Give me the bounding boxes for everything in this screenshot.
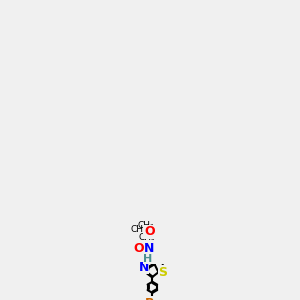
Polygon shape <box>152 256 157 259</box>
Text: Br: Br <box>145 297 160 300</box>
Text: CH₃: CH₃ <box>137 221 154 230</box>
Text: N: N <box>144 242 154 255</box>
Text: O: O <box>133 242 144 255</box>
Text: H: H <box>143 254 153 264</box>
Text: CH₃: CH₃ <box>139 233 155 242</box>
Text: N: N <box>139 261 149 274</box>
Text: S: S <box>158 266 167 279</box>
Text: O: O <box>144 226 155 238</box>
Text: CH₃: CH₃ <box>130 225 147 234</box>
